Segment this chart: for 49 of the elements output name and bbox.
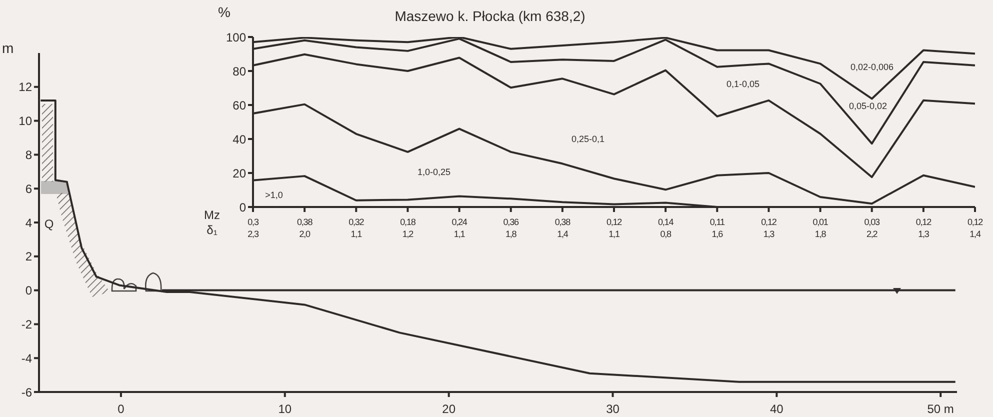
y-tick-label: 60 — [232, 98, 246, 112]
x-tick-label: 10 — [278, 402, 292, 416]
x-tick-label: 50 m — [927, 402, 954, 416]
y-tick-label: 0 — [25, 284, 32, 298]
x-tick-label: 0,12 1,1 — [606, 217, 622, 239]
x-tick-label: 0,24 1,1 — [452, 217, 468, 239]
x-tick-label: 0,14 0,8 — [658, 217, 674, 239]
x-tick-label: 30 — [606, 402, 620, 416]
y-tick-label: 8 — [25, 148, 32, 162]
x-tick-label: 0 — [118, 402, 125, 416]
x-tick-label: 0,18 1,2 — [400, 217, 416, 239]
y-tick-label: 40 — [232, 132, 246, 146]
x-tick-label: 0,03 2,2 — [864, 217, 880, 239]
x-tick-label: 0,32 1,1 — [348, 217, 364, 239]
y-tick-label: 80 — [232, 64, 246, 78]
x-tick-label: 0,3 2,3 — [248, 217, 259, 239]
x-tick-label: 0,12 1,3 — [916, 217, 932, 239]
x-tick-label: 0,38 2,0 — [297, 217, 313, 239]
annotation: Q — [44, 217, 54, 231]
y-tick-label: 6 — [25, 182, 32, 196]
y-tick-label: -2 — [21, 317, 32, 332]
x-tick-label: 0,12 1,3 — [761, 217, 777, 239]
y-tick-label: 0 — [239, 200, 246, 214]
annotation: >1,0 — [265, 190, 283, 200]
chart-title: Maszewo k. Płocka (km 638,2) — [394, 8, 586, 24]
y-tick-label: 4 — [25, 216, 32, 230]
annotation: 1,0-0,25 — [417, 167, 451, 177]
annotation: 0,25-0,1 — [571, 134, 605, 144]
x-tick-label: 20 — [442, 402, 456, 416]
y-tick-label: 2 — [25, 250, 32, 264]
annotation: 0,1-0,05 — [726, 79, 760, 89]
y-axis-title: m — [2, 40, 14, 56]
x-tick-label: 0,38 1,4 — [554, 217, 571, 239]
y-tick-label: 10 — [18, 114, 32, 128]
x-tick-label: 0,36 1,8 — [503, 217, 520, 239]
annotation: 0,02-0,006 — [850, 62, 894, 72]
x-tick-label: 0,12 1,4 — [967, 217, 984, 239]
y-tick-label: 12 — [18, 80, 32, 94]
y-axis-title: % — [218, 4, 230, 20]
y-tick-label: 100 — [226, 30, 246, 44]
y-tick-label: 20 — [232, 166, 246, 180]
x-tick-label: 0,01 1,8 — [812, 217, 828, 239]
x-tick-label: 40 — [770, 402, 784, 416]
y-tick-label: -4 — [21, 351, 32, 366]
x-tick-label: 0,11 1,6 — [710, 217, 725, 239]
y-tick-label: -6 — [21, 385, 32, 400]
annotation: Mz — [204, 208, 220, 222]
annotation: 0,05-0,02 — [848, 101, 888, 111]
annotation: δ₁ — [206, 223, 218, 237]
